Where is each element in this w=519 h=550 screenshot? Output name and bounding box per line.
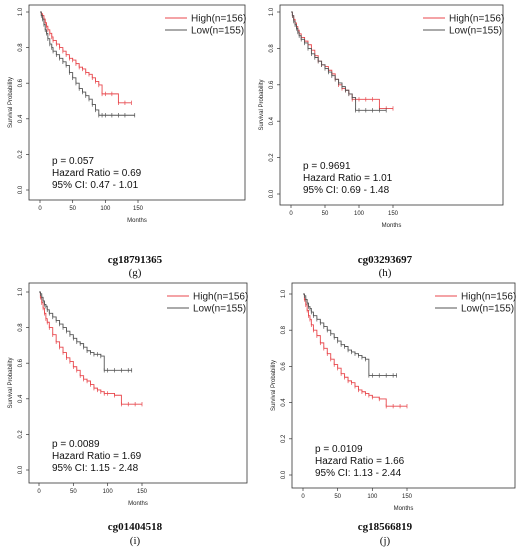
stat-line: Hazard Ratio = 0.69 <box>52 168 142 179</box>
y-tick-label: 0.6 <box>281 362 287 371</box>
x-tick-label: 150 <box>137 489 148 495</box>
stat-line: 95% CI: 0.47 - 1.01 <box>52 180 139 191</box>
stat-line: 95% CI: 0.69 - 1.48 <box>303 185 390 196</box>
y-tick-label: 0.6 <box>18 358 24 367</box>
km-panel-4: 0.0 0.2 0.4 0.6 0.8 1.0 0 50 100 150 Months Surviva… <box>271 282 516 547</box>
stat-line: p = 0.0109 <box>315 444 363 455</box>
legend-entry: High(n=156) <box>449 14 504 25</box>
y-tick-label: 0.2 <box>18 430 24 439</box>
y-tick-label: 0.2 <box>18 150 24 159</box>
plot-frame <box>28 282 248 484</box>
x-tick-label: 150 <box>133 206 144 212</box>
panel-caption-id: cg18791365 <box>108 254 163 266</box>
stat-line: Hazard Ratio = 1.66 <box>315 456 405 467</box>
y-axis-title: Survival Probability <box>259 79 265 130</box>
y-tick-label: 0.4 <box>269 116 275 125</box>
x-tick-label: 50 <box>70 489 77 495</box>
panel-caption-letter: (g) <box>129 267 142 279</box>
y-tick-label: 0.0 <box>18 465 24 474</box>
stat-line: 95% CI: 1.13 - 2.44 <box>315 468 402 479</box>
x-tick-label: 150 <box>388 211 399 217</box>
legend-entry: High(n=156) <box>191 14 246 25</box>
y-tick-label: 0.0 <box>281 470 287 479</box>
legend-entry: High(n=156) <box>461 292 516 303</box>
y-tick-label: 0.4 <box>281 398 287 407</box>
y-tick-label: 0.6 <box>269 80 275 89</box>
legend-entry: Low(n=155) <box>461 304 514 315</box>
legend-entry: Low(n=155) <box>449 26 502 37</box>
legend-entry: Low(n=155) <box>193 304 246 315</box>
y-axis-title: Survival Probability <box>8 357 14 408</box>
plot-frame <box>28 4 246 201</box>
km-panel-2: 0.0 0.2 0.4 0.6 0.8 1.0 0 50 100 150 Months Surviva… <box>259 4 504 279</box>
plot-frame <box>291 282 516 489</box>
survival-curve-low <box>40 11 135 116</box>
plot-frame <box>279 4 504 206</box>
x-tick-label: 0 <box>38 206 42 212</box>
y-tick-label: 0.4 <box>18 394 24 403</box>
y-tick-label: 1.0 <box>18 7 24 16</box>
panel-caption-id: cg18566819 <box>358 521 413 533</box>
legend-entry: High(n=156) <box>193 292 248 303</box>
y-tick-label: 0.8 <box>18 43 24 52</box>
legend-entry: Low(n=155) <box>191 26 244 37</box>
stat-line: p = 0.9691 <box>303 161 351 172</box>
y-tick-label: 1.0 <box>281 289 287 298</box>
x-axis-title: Months <box>128 501 148 507</box>
stat-line: Hazard Ratio = 1.01 <box>303 173 393 184</box>
y-tick-label: 0.4 <box>18 114 24 123</box>
x-tick-label: 150 <box>402 494 413 500</box>
panel-caption-id: cg01404518 <box>108 521 163 533</box>
x-tick-label: 50 <box>69 206 76 212</box>
y-tick-label: 0.8 <box>18 323 24 332</box>
x-axis-title: Months <box>127 218 147 224</box>
x-tick-label: 50 <box>322 211 329 217</box>
x-axis-title: Months <box>394 506 414 512</box>
survival-curve-high <box>291 11 393 109</box>
y-axis-title: Survival Probability <box>271 360 277 411</box>
x-tick-label: 100 <box>354 211 365 217</box>
panel-caption-id: cg03293697 <box>358 254 413 266</box>
x-tick-label: 0 <box>37 489 41 495</box>
x-tick-label: 100 <box>100 206 111 212</box>
panel-caption-letter: (j) <box>380 535 391 547</box>
km-panel-1: 0.0 0.2 0.4 0.6 0.8 1.0 0 50 100 150 Months Surviva… <box>8 4 246 279</box>
stat-line: Hazard Ratio = 1.69 <box>52 451 142 462</box>
x-tick-label: 50 <box>334 494 341 500</box>
km-panel-3: 0.0 0.2 0.4 0.6 0.8 1.0 0 50 100 150 Months Surviva… <box>8 282 248 547</box>
survival-curve-low <box>291 11 387 111</box>
survival-curve-high <box>39 291 142 405</box>
y-tick-label: 0.0 <box>269 189 275 198</box>
survival-curve-high <box>303 293 407 407</box>
y-axis-title: Survival Probability <box>8 77 14 128</box>
x-tick-label: 0 <box>301 494 305 500</box>
y-tick-label: 0.6 <box>18 78 24 87</box>
y-tick-label: 1.0 <box>269 7 275 16</box>
stat-line: 95% CI: 1.15 - 2.48 <box>52 463 139 474</box>
y-tick-label: 0.2 <box>281 434 287 443</box>
y-tick-label: 0.8 <box>281 325 287 334</box>
y-tick-label: 0.8 <box>269 44 275 53</box>
x-tick-label: 100 <box>367 494 378 500</box>
panel-caption-letter: (i) <box>130 535 141 547</box>
y-tick-label: 1.0 <box>18 287 24 296</box>
x-axis-title: Months <box>382 223 402 229</box>
panel-caption-letter: (h) <box>379 267 392 279</box>
survival-curve-low <box>39 291 132 371</box>
x-tick-label: 0 <box>289 211 293 217</box>
stat-line: p = 0.057 <box>52 156 94 167</box>
y-tick-label: 0.2 <box>269 153 275 162</box>
y-tick-label: 0.0 <box>18 185 24 194</box>
x-tick-label: 100 <box>103 489 114 495</box>
survival-curve-high <box>40 11 132 104</box>
stat-line: p = 0.0089 <box>52 439 100 450</box>
